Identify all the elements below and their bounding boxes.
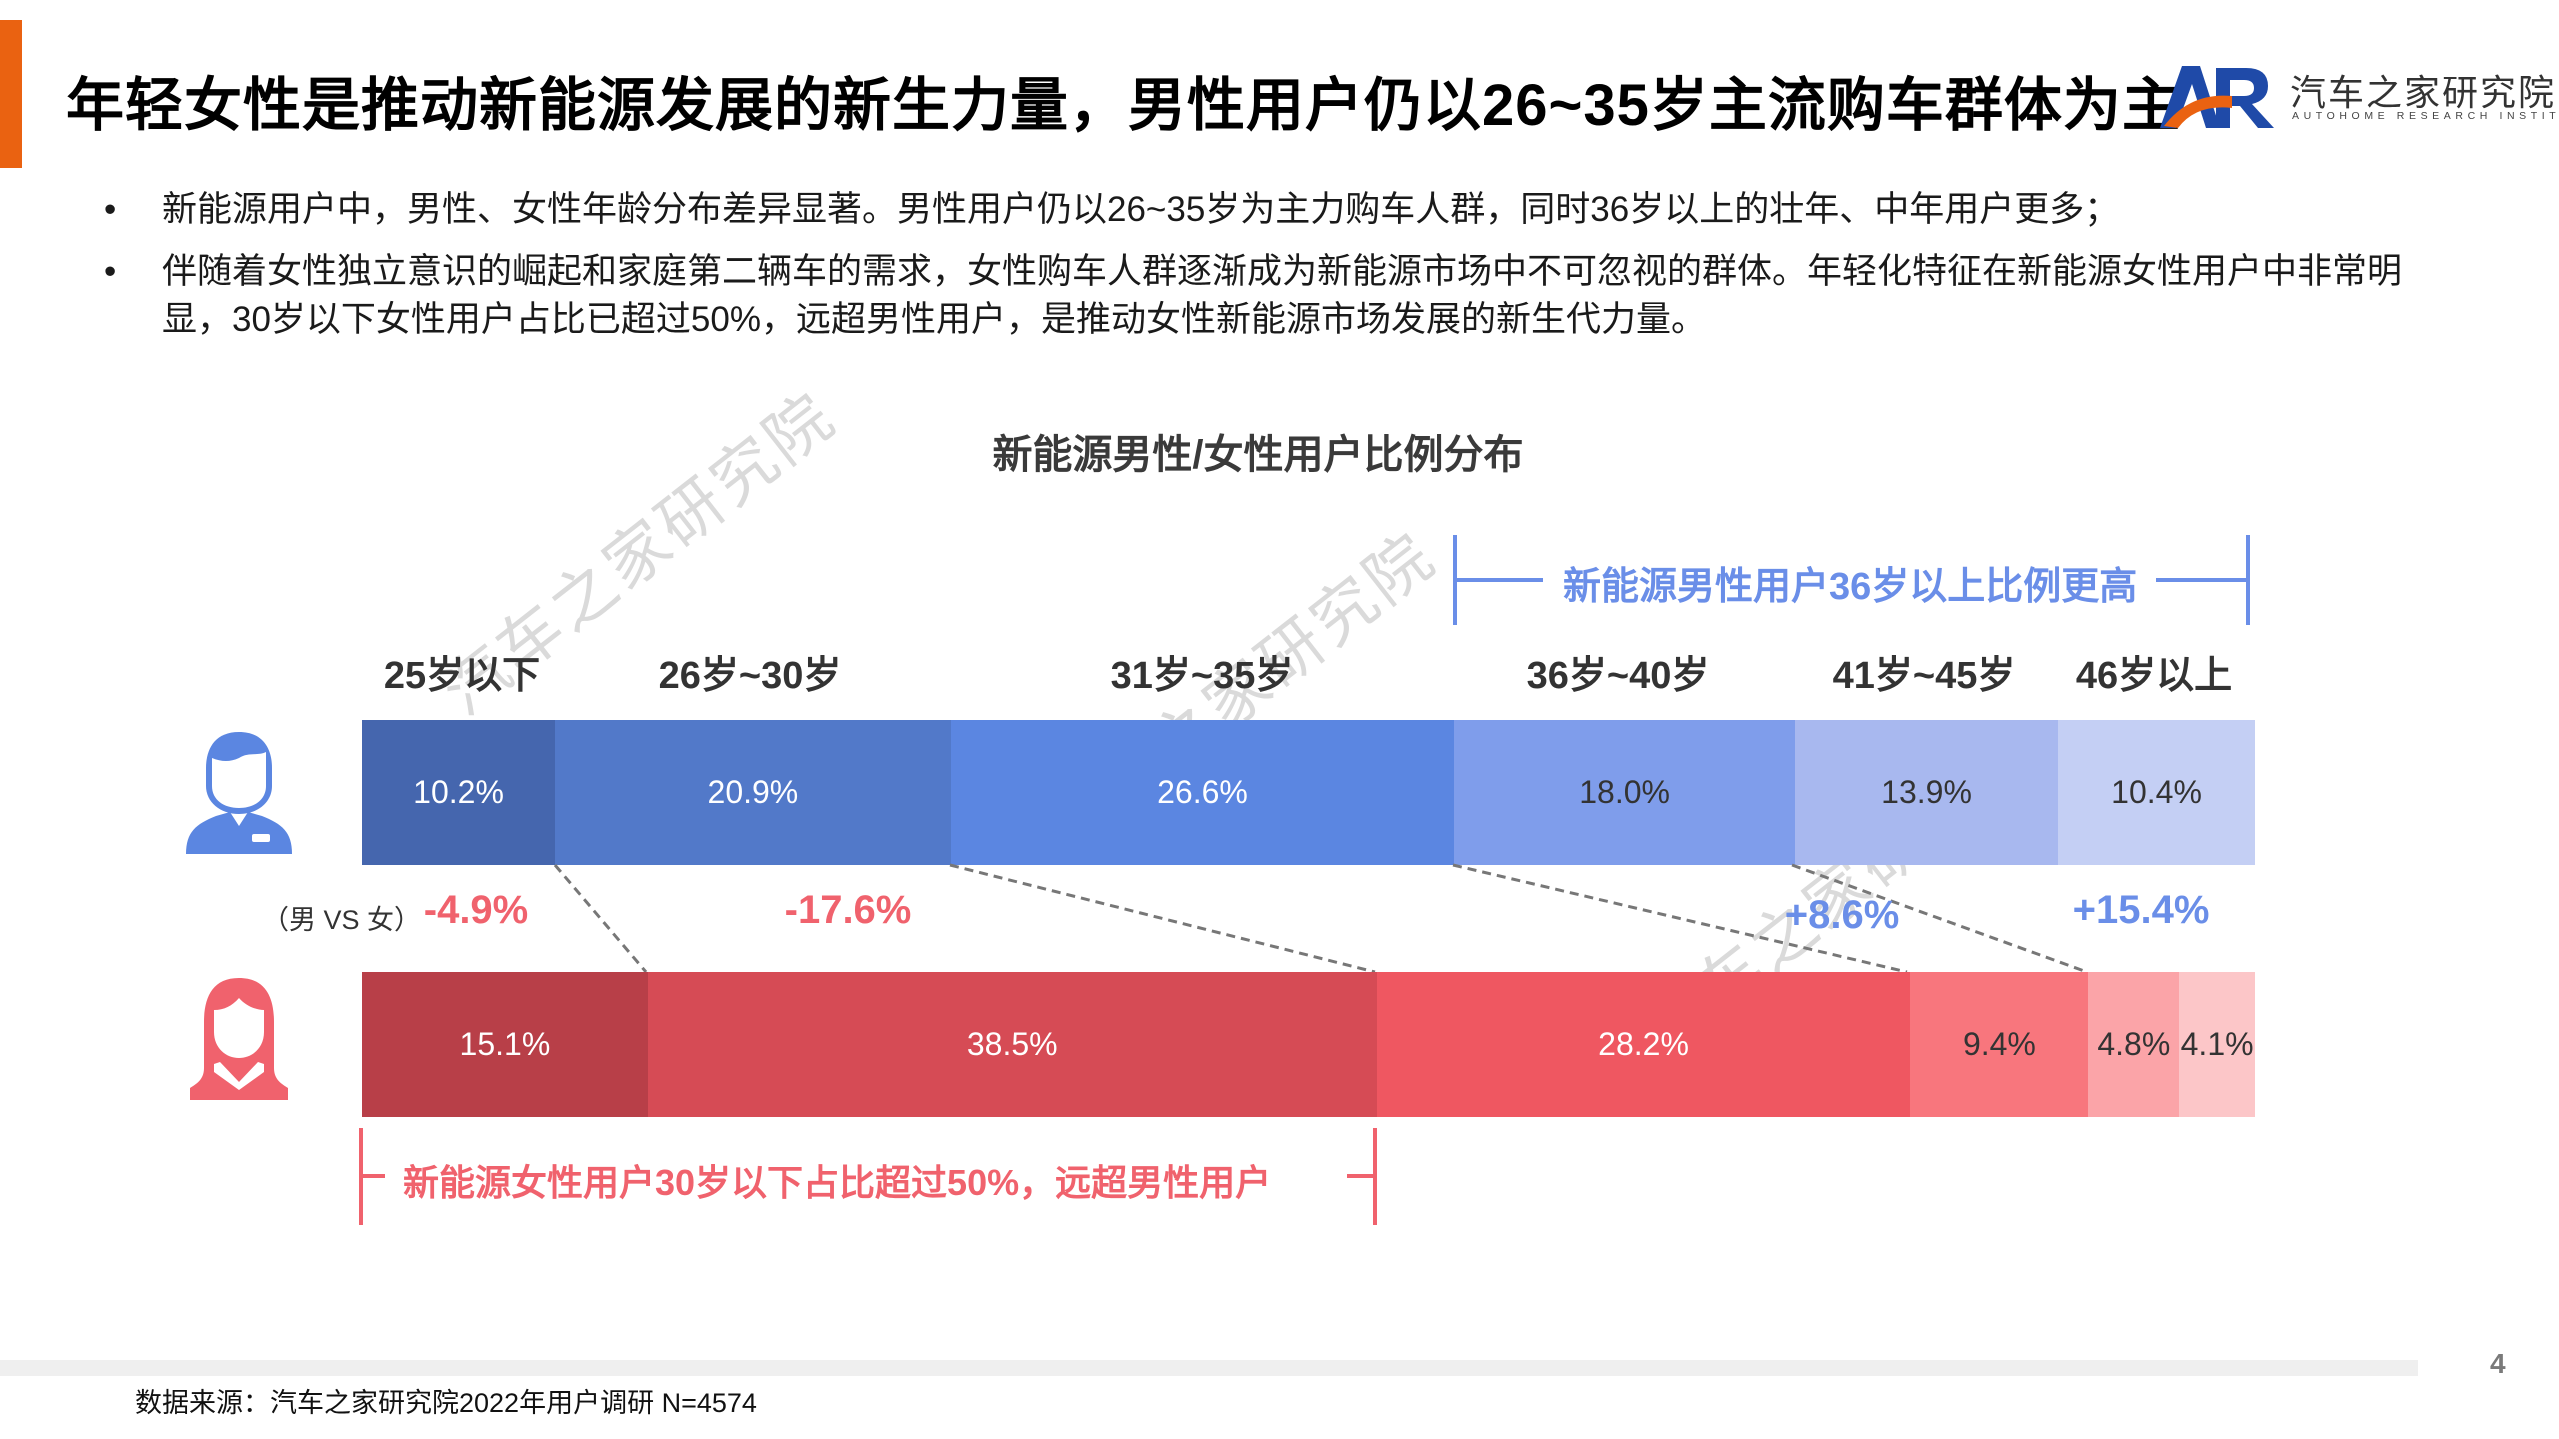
delta-26-30: -17.6% xyxy=(784,888,912,932)
data-source-note: 数据来源：汽车之家研究院2022年用户调研 N=4574 xyxy=(135,1388,757,1418)
age-label: 26岁~30岁 xyxy=(658,655,842,697)
female-segment-46-over: 4.1% xyxy=(2179,972,2255,1117)
male-stacked-bar: 10.2% 20.9% 26.6% 18.0% 13.9% 10.4% xyxy=(362,720,2255,865)
title-accent-bar xyxy=(0,20,22,168)
male-user-icon xyxy=(186,732,292,854)
age-label: 46岁以上 xyxy=(2075,655,2233,697)
chart-title: 新能源男性/女性用户比例分布 xyxy=(992,433,1524,477)
male-segment-26-30: 20.9% xyxy=(555,720,951,865)
bracket-right-edge xyxy=(2246,535,2250,625)
bullet-text: 伴随着女性独立意识的崛起和家庭第二辆车的需求，女性购车人群逐渐成为新能源市场中不… xyxy=(162,252,2403,339)
bullet-list: • 新能源用户中，男性、女性年龄分布差异显著。男性用户仍以26~35岁为主力购车… xyxy=(100,186,2460,358)
delta-46-over: +15.4% xyxy=(2072,888,2210,932)
bullet-item: • 新能源用户中，男性、女性年龄分布差异显著。男性用户仍以26~35岁为主力购车… xyxy=(100,186,2460,234)
bullet-marker: • xyxy=(104,190,117,229)
male-segment-46-over: 10.4% xyxy=(2058,720,2255,865)
bracket-left-line xyxy=(359,1174,385,1178)
male-segment-36-40: 18.0% xyxy=(1454,720,1795,865)
logo-name-en: AUTOHOME RESEARCH INSTITUTE xyxy=(2292,110,2559,122)
bullet-text: 新能源用户中，男性、女性年龄分布差异显著。男性用户仍以26~35岁为主力购车人群… xyxy=(162,190,2120,229)
bracket-right-line xyxy=(2156,578,2246,582)
female-segment-41-45: 4.8% xyxy=(2088,972,2180,1117)
female-callout-bracket: 新能源女性用户30岁以下占比超过50%，远超男性用户 xyxy=(359,1128,1377,1225)
page-title: 年轻女性是推动新能源发展的新生力量，男性用户仍以26~35岁主流购车群体为主 xyxy=(66,73,2181,138)
male-callout-text: 新能源男性用户36岁以上比例更高 xyxy=(1563,566,2138,608)
male-vs-female-label: （男 VS 女） xyxy=(262,905,422,935)
delta-25-under: -4.9% xyxy=(423,888,529,932)
autohome-research-logo-icon xyxy=(2160,66,2274,128)
bracket-left-line xyxy=(1453,578,1543,582)
bracket-right-line xyxy=(1347,1174,1373,1178)
male-segment-31-35: 26.6% xyxy=(950,720,1455,865)
age-label: 41岁~45岁 xyxy=(1832,655,2016,697)
female-segment-31-35: 28.2% xyxy=(1376,972,1911,1117)
logo: 汽车之家研究院 AUTOHOME RESEARCH INSTITUTE xyxy=(2160,62,2559,132)
age-label: 25岁以下 xyxy=(383,655,541,697)
age-label: 31岁~35岁 xyxy=(1110,655,1294,697)
female-user-icon xyxy=(190,978,288,1100)
female-stacked-bar: 15.1% 38.5% 28.2% 9.4% 4.8% 4.1% xyxy=(362,972,2255,1117)
delta-36-40: +8.6% xyxy=(1784,893,1900,937)
page-number: 4 xyxy=(2490,1348,2506,1379)
bullet-item: • 伴随着女性独立意识的崛起和家庭第二辆车的需求，女性购车人群逐渐成为新能源市场… xyxy=(100,248,2460,344)
female-segment-36-40: 9.4% xyxy=(1910,972,2089,1117)
bullet-marker: • xyxy=(104,252,117,291)
male-callout-bracket: 新能源男性用户36岁以上比例更高 xyxy=(1453,535,2250,625)
female-callout-text: 新能源女性用户30岁以下占比超过50%，远超男性用户 xyxy=(403,1162,1272,1203)
female-segment-25-under: 15.1% xyxy=(362,972,648,1117)
footer-divider xyxy=(0,1360,2418,1376)
male-segment-25-under: 10.2% xyxy=(362,720,556,865)
bracket-right-edge xyxy=(1373,1128,1377,1225)
logo-name-cn: 汽车之家研究院 xyxy=(2290,72,2557,113)
age-label: 36岁~40岁 xyxy=(1526,655,1710,697)
male-segment-41-45: 13.9% xyxy=(1794,720,2059,865)
female-segment-26-30: 38.5% xyxy=(647,972,1377,1117)
